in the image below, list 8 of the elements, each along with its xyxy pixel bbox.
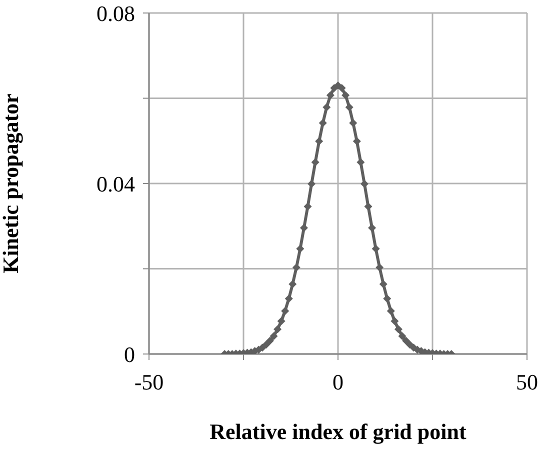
y-axis-title: Kinetic propagator — [0, 93, 23, 274]
x-tick-label: 50 — [516, 370, 538, 395]
x-tick-label: 0 — [332, 370, 344, 395]
y-tick-label: 0.04 — [96, 171, 135, 196]
y-tick-label: 0.08 — [96, 0, 135, 26]
x-tick-label: -50 — [134, 370, 164, 395]
y-tick-label: 0 — [124, 342, 135, 367]
x-axis-title: Relative index of grid point — [210, 419, 467, 444]
